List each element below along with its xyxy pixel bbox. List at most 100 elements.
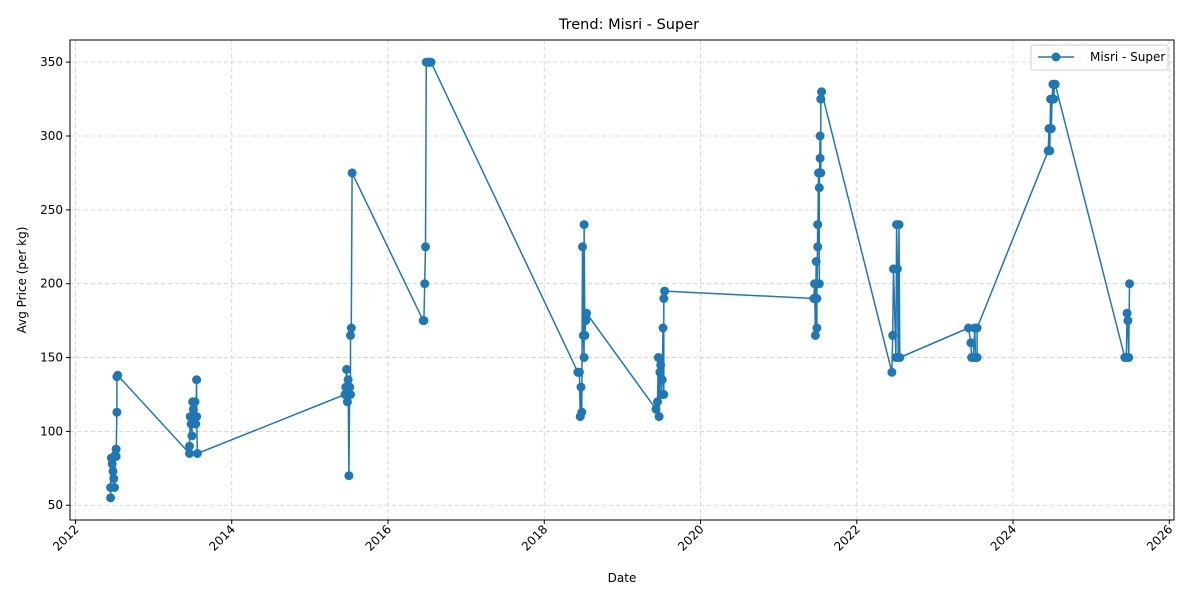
data-point bbox=[816, 168, 826, 178]
data-point bbox=[888, 330, 898, 340]
data-point bbox=[419, 316, 429, 326]
data-point bbox=[346, 330, 355, 340]
data-point bbox=[653, 353, 663, 362]
data-point bbox=[109, 474, 119, 484]
data-point bbox=[346, 390, 355, 399]
data-point bbox=[110, 483, 119, 492]
data-point bbox=[812, 294, 822, 303]
data-point bbox=[342, 364, 352, 374]
data-point bbox=[426, 57, 436, 67]
data-point bbox=[654, 412, 664, 422]
data-point bbox=[972, 323, 982, 333]
data-point bbox=[816, 94, 826, 104]
y-tick-label: 150 bbox=[40, 351, 63, 365]
y-tick-label: 350 bbox=[40, 55, 63, 69]
data-point bbox=[577, 407, 587, 417]
data-point bbox=[576, 382, 586, 392]
data-point bbox=[111, 452, 121, 461]
data-point bbox=[111, 444, 121, 454]
data-point bbox=[344, 471, 354, 481]
data-point bbox=[892, 264, 902, 274]
data-point bbox=[192, 375, 202, 385]
data-point bbox=[343, 375, 353, 385]
data-point bbox=[191, 419, 201, 429]
data-point bbox=[420, 279, 430, 289]
y-tick-label: 300 bbox=[40, 129, 63, 143]
data-point bbox=[815, 153, 825, 163]
data-point bbox=[1123, 316, 1133, 326]
y-axis-title: Avg Price (per kg) bbox=[15, 227, 29, 334]
data-point bbox=[345, 382, 355, 392]
data-point bbox=[578, 242, 587, 252]
data-point bbox=[574, 367, 584, 377]
data-point bbox=[1122, 308, 1132, 318]
data-point bbox=[107, 459, 117, 469]
data-point bbox=[580, 330, 590, 340]
legend-box bbox=[1030, 44, 1169, 71]
data-point bbox=[815, 131, 825, 141]
data-point bbox=[1046, 124, 1056, 134]
data-point bbox=[813, 220, 823, 230]
legend-label: Misri - Super bbox=[1090, 50, 1165, 64]
chart-title: Trend: Misri - Super bbox=[558, 17, 699, 33]
data-point bbox=[972, 353, 982, 362]
data-point bbox=[347, 168, 357, 178]
data-point bbox=[655, 367, 665, 377]
data-point bbox=[1050, 79, 1060, 89]
legend-marker bbox=[1051, 52, 1061, 62]
data-point bbox=[192, 449, 202, 458]
data-point bbox=[1045, 146, 1055, 156]
y-axis: 50 100 150 200 250 300 350 bbox=[40, 55, 70, 512]
data-point bbox=[659, 294, 669, 303]
plot-area-frame bbox=[69, 39, 1175, 521]
data-point bbox=[814, 279, 824, 289]
data-point bbox=[651, 404, 661, 414]
data-point bbox=[108, 466, 118, 476]
data-point bbox=[658, 323, 668, 333]
data-point bbox=[817, 87, 827, 97]
x-axis-title: Date bbox=[608, 571, 637, 585]
legend: Misri - Super bbox=[1030, 44, 1169, 71]
data-point bbox=[579, 353, 589, 362]
data-point bbox=[185, 441, 194, 451]
y-tick-label: 50 bbox=[48, 498, 63, 512]
data-point bbox=[653, 397, 662, 407]
data-point bbox=[190, 397, 200, 407]
data-point bbox=[656, 360, 666, 370]
data-point bbox=[582, 308, 591, 318]
data-point bbox=[964, 323, 973, 333]
data-point bbox=[887, 367, 897, 377]
y-tick-label: 200 bbox=[40, 277, 63, 291]
data-point bbox=[346, 323, 356, 333]
data-point bbox=[659, 390, 669, 399]
data-point bbox=[106, 493, 116, 503]
data-point bbox=[657, 375, 667, 385]
series-layer bbox=[106, 57, 1134, 503]
data-point bbox=[113, 370, 123, 380]
y-tick-label: 100 bbox=[40, 424, 63, 438]
data-point bbox=[1124, 353, 1134, 362]
data-point bbox=[895, 353, 905, 362]
data-point bbox=[810, 330, 820, 340]
data-point bbox=[188, 404, 198, 414]
data-point bbox=[814, 183, 824, 193]
data-point bbox=[421, 242, 430, 252]
data-point bbox=[185, 449, 194, 458]
data-point bbox=[1125, 279, 1134, 289]
data-point bbox=[894, 220, 904, 230]
data-point bbox=[112, 407, 122, 417]
data-point bbox=[813, 242, 823, 252]
data-point bbox=[811, 257, 821, 266]
data-point bbox=[187, 431, 197, 441]
data-point bbox=[812, 323, 822, 333]
data-point bbox=[660, 286, 670, 296]
data-point bbox=[1049, 94, 1059, 104]
data-point bbox=[579, 220, 589, 230]
data-point bbox=[581, 316, 591, 326]
data-point bbox=[966, 338, 976, 348]
y-tick-label: 250 bbox=[40, 203, 63, 217]
data-point bbox=[192, 412, 202, 422]
data-point bbox=[342, 397, 352, 407]
